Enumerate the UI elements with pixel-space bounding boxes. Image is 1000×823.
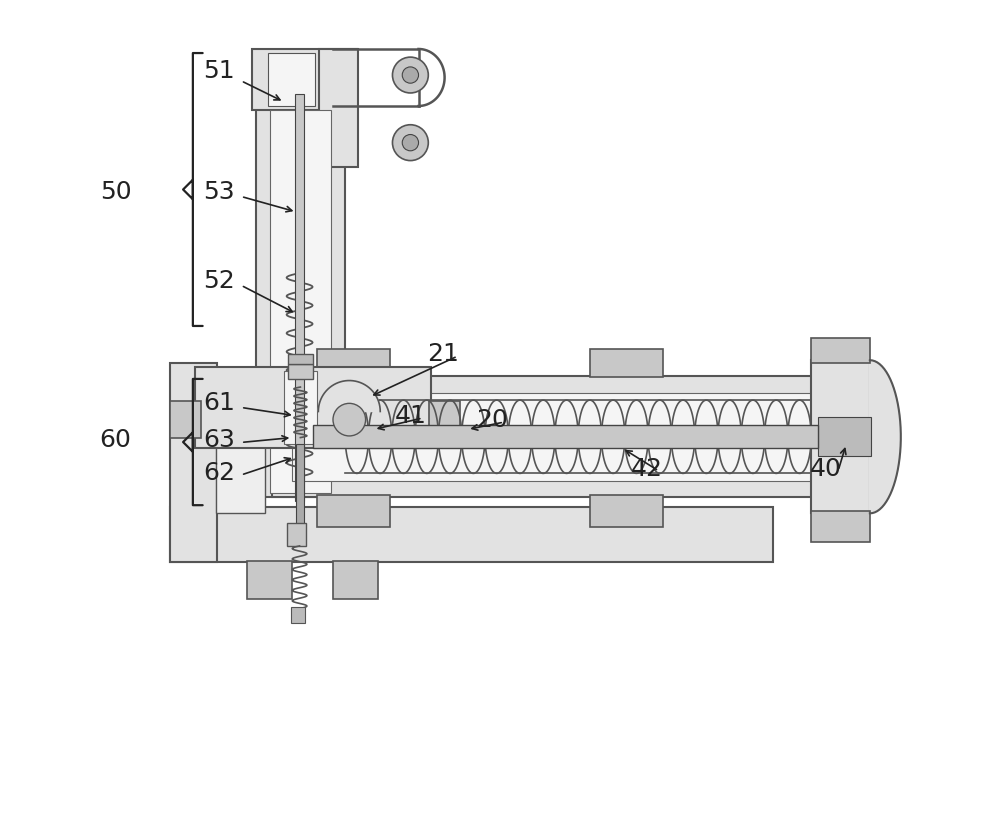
Bar — [313, 425, 818, 449]
Bar — [284, 371, 317, 444]
Bar — [216, 387, 265, 514]
Text: 41: 41 — [394, 403, 426, 428]
Polygon shape — [870, 360, 901, 514]
Text: 63: 63 — [203, 428, 235, 452]
Bar — [317, 349, 390, 377]
Bar — [170, 401, 201, 438]
Bar — [288, 355, 313, 365]
Bar — [270, 110, 331, 493]
Bar — [195, 367, 431, 449]
Bar — [247, 561, 292, 599]
Bar — [317, 495, 390, 528]
Text: 40: 40 — [810, 457, 842, 481]
Circle shape — [392, 57, 428, 93]
Bar — [292, 393, 814, 481]
Text: 62: 62 — [203, 461, 235, 485]
Bar — [256, 106, 345, 497]
Bar — [818, 417, 871, 456]
Circle shape — [333, 403, 366, 436]
Bar — [429, 401, 460, 438]
Text: 53: 53 — [203, 179, 235, 203]
Bar — [319, 49, 358, 167]
Text: 52: 52 — [203, 269, 235, 293]
Text: 50: 50 — [100, 179, 131, 203]
Text: 61: 61 — [203, 392, 235, 416]
Text: 21: 21 — [427, 342, 459, 366]
Bar — [288, 365, 313, 379]
Bar — [590, 349, 663, 377]
Circle shape — [402, 134, 419, 151]
Text: 42: 42 — [631, 457, 663, 481]
Bar — [296, 444, 304, 526]
Bar — [811, 360, 870, 514]
Bar — [272, 376, 830, 497]
Bar — [252, 49, 357, 110]
Bar — [811, 338, 870, 363]
Text: 20: 20 — [476, 407, 508, 431]
Bar — [268, 53, 315, 106]
Bar — [170, 363, 217, 562]
Bar — [295, 94, 304, 501]
Polygon shape — [318, 380, 380, 412]
Circle shape — [402, 67, 419, 83]
Bar — [291, 607, 305, 623]
Bar — [811, 511, 870, 542]
Text: 60: 60 — [100, 428, 131, 452]
Bar — [287, 523, 306, 546]
Bar — [590, 495, 663, 528]
Bar — [170, 507, 773, 562]
Bar — [333, 561, 378, 599]
Circle shape — [392, 125, 428, 160]
Text: 51: 51 — [203, 59, 235, 83]
